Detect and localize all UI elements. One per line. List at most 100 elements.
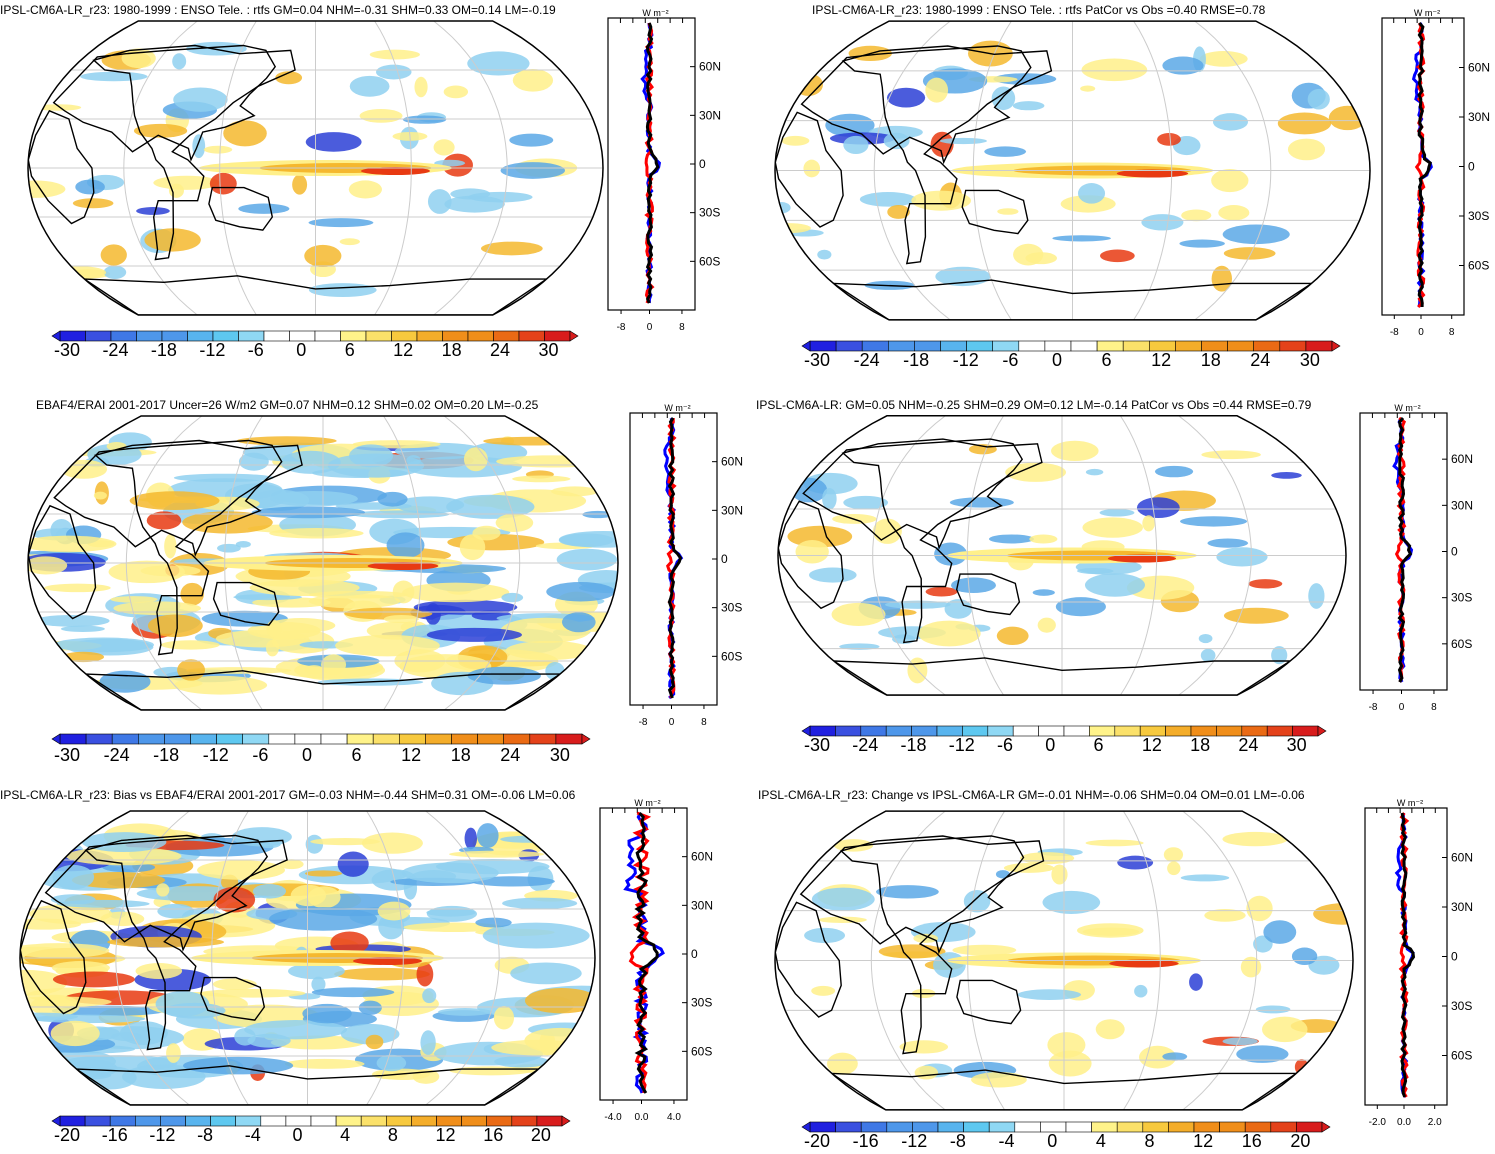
anomaly-patch (944, 599, 973, 619)
anomaly-patch (50, 1020, 100, 1047)
lat-tick-label: 30S (699, 206, 720, 220)
colorbar-swatch (555, 733, 583, 745)
anomaly-patch (161, 640, 220, 650)
colorbar-swatch (1012, 725, 1039, 737)
anomaly-patch (1307, 88, 1330, 110)
colorbar-swatch (1165, 725, 1192, 737)
anomaly-patch (1308, 583, 1325, 609)
world-map (777, 415, 1347, 696)
colorbar-swatch (416, 330, 443, 342)
anomaly-patch (1201, 450, 1261, 460)
anomaly-patch (20, 969, 68, 996)
anomaly-patch (414, 76, 428, 98)
colorbar-swatch (320, 733, 348, 745)
zonal-mean-profile: W m⁻² 60N 30N 0 30S 60S -8 0 8 (1381, 8, 1490, 338)
anomaly-patch (1080, 85, 1096, 92)
lat-tick-label: 30N (691, 898, 713, 912)
anomaly-patch (809, 567, 857, 583)
anomaly-patch (1163, 847, 1184, 863)
anomaly-patch (491, 1039, 584, 1056)
anomaly-patch (426, 908, 476, 917)
lat-tick-label: 60S (1468, 259, 1489, 273)
colorbar (801, 340, 1341, 352)
anomaly-patch (493, 1006, 515, 1030)
anomaly-patch (365, 1034, 384, 1050)
anomaly-patch (822, 487, 837, 510)
anomaly-patch (790, 477, 828, 503)
colorbar-swatch (314, 330, 341, 342)
colorbar-tick-label: -20 (54, 1125, 81, 1145)
anomaly-patch (1076, 567, 1114, 575)
colorbar-swatch (1116, 1121, 1144, 1133)
anomaly-patch (1246, 895, 1273, 922)
anomaly-patch (266, 619, 282, 638)
colorbar-tick-label: 0 (292, 1125, 303, 1145)
colorbar-tick-label: 12 (1193, 1131, 1214, 1151)
enso-max (367, 562, 439, 570)
anomaly-patch (223, 120, 267, 147)
colorbar-tick-label: -24 (853, 350, 880, 370)
profile-tick-label: 8 (1431, 702, 1437, 713)
anomaly-patch (433, 139, 455, 156)
panel-title: IPSL-CM6A-LR_r23: 1980-1999 : ENSO Tele.… (812, 3, 1266, 17)
anomaly-patch (1198, 633, 1213, 644)
anomaly-patch (308, 218, 374, 228)
anomaly-patch (212, 978, 257, 990)
colorbar-swatch (477, 733, 505, 745)
anomaly-patch (1313, 903, 1353, 925)
profile-tick-label: 0 (1418, 327, 1424, 338)
colorbar-tick-label: 20 (530, 1125, 551, 1145)
anomaly-patch (963, 890, 991, 913)
anomaly-patch (1012, 101, 1045, 111)
anomaly-patch (1263, 920, 1297, 944)
colorbar-swatch (372, 733, 400, 745)
anomaly-patch (233, 594, 303, 601)
colorbar-swatch (1065, 1121, 1092, 1133)
colorbar-tick-label: 24 (490, 340, 511, 360)
colorbar-tick-label: -4 (998, 1131, 1015, 1151)
colorbar-swatch (190, 733, 217, 745)
colorbar-swatch (411, 1115, 437, 1127)
map-field (775, 21, 1370, 320)
anomaly-patch (292, 174, 308, 195)
anomaly-patch (971, 1071, 1027, 1088)
anomaly-patch (270, 490, 358, 507)
anomaly-patch (308, 283, 377, 298)
anomaly-patch (269, 907, 378, 931)
anomaly-patch (290, 884, 327, 907)
anomaly-patch (1099, 508, 1135, 517)
profile-tick-label: -8 (1369, 702, 1378, 713)
map-outline (774, 20, 1371, 321)
anomaly-patch (375, 64, 412, 80)
anomaly-patch (361, 832, 423, 854)
anomaly-patch (51, 1005, 166, 1017)
anomaly-patch (1212, 113, 1249, 131)
anomaly-patch (817, 249, 832, 260)
anomaly-patch (918, 620, 981, 647)
anomaly-patch (482, 922, 590, 949)
anomaly-patch (83, 1066, 137, 1090)
anomaly-patch (172, 53, 187, 70)
anomaly-patch (1017, 989, 1082, 1001)
anomaly-patch (416, 962, 434, 987)
anomaly-patch (502, 897, 578, 910)
anomaly-patch (464, 827, 477, 850)
anomaly-patch (505, 640, 593, 661)
profile-tick-label: 8 (1449, 327, 1455, 338)
anomaly-patch (93, 491, 107, 500)
anomaly-patch (476, 823, 499, 848)
zonal-mean-profile: W m⁻² 60N 30N 0 30S 60S -4.0 0.0 4.0 (599, 798, 713, 1123)
anomaly-patch (1240, 956, 1262, 978)
colorbar-tick-label: -18 (150, 340, 177, 360)
anomaly-patch (311, 976, 326, 992)
anomaly-patch (251, 506, 366, 519)
anomaly-patch (201, 610, 288, 627)
colorbar-swatch (1168, 1121, 1195, 1133)
anomaly-patch (1222, 1037, 1258, 1046)
anomaly-patch (1055, 597, 1106, 617)
colorbar-swatch (398, 733, 426, 745)
lat-tick-label: 60N (721, 455, 743, 469)
anomaly-patch (826, 1052, 858, 1075)
colorbar-tick-label: -12 (948, 735, 975, 755)
colorbar-tick-label: 6 (1093, 735, 1104, 755)
